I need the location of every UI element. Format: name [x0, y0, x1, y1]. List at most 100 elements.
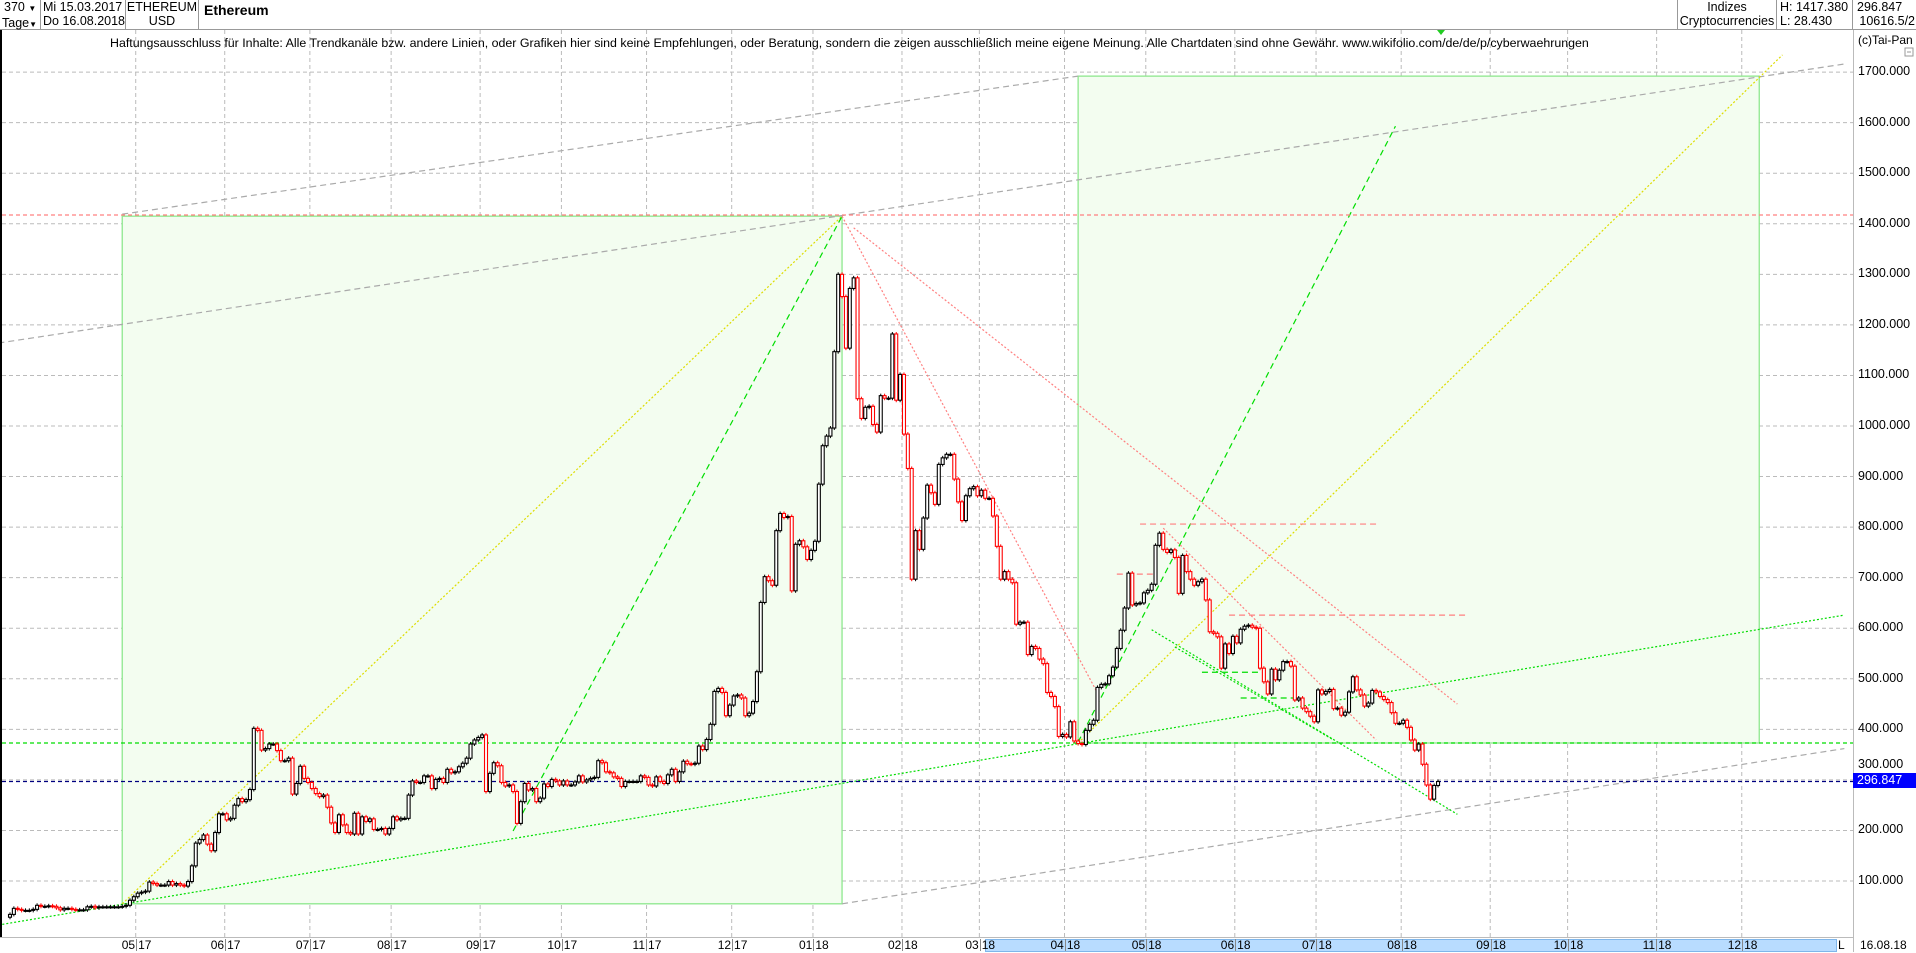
- candle: [596, 758, 601, 780]
- candle-body: [878, 395, 883, 433]
- bars-count-select[interactable]: 370 ▼ Tage▼: [0, 0, 41, 30]
- candle-body: [38, 904, 44, 907]
- tick-divider: [310, 939, 312, 951]
- candle: [480, 732, 485, 740]
- candle-body: [491, 762, 496, 774]
- candle: [600, 758, 605, 765]
- gray-channel-upper: [2, 63, 1845, 344]
- candle-body: [1424, 763, 1429, 786]
- candle: [758, 600, 763, 674]
- candle: [139, 890, 144, 896]
- candle-body: [1087, 723, 1092, 731]
- copyright-text: (c)Tai-Pan: [1858, 33, 1913, 47]
- candle-body: [1064, 733, 1069, 738]
- end-date[interactable]: Do 16.08.2018: [43, 14, 126, 28]
- candle-body: [1165, 548, 1170, 553]
- candle-body: [422, 775, 427, 783]
- chart-title: Ethereum: [204, 2, 269, 18]
- x-tick-label: 12 18: [1728, 938, 1758, 952]
- candle-body: [925, 484, 930, 519]
- candle: [909, 466, 914, 582]
- candle-body: [182, 884, 187, 887]
- candle: [940, 455, 945, 467]
- candle-body: [104, 906, 109, 909]
- tick-month: 12: [717, 938, 732, 952]
- candle: [383, 826, 388, 837]
- candle-body: [870, 405, 876, 426]
- x-tick-label: 06 18: [1221, 938, 1251, 952]
- period-unit-select[interactable]: Tage▼: [0, 16, 40, 32]
- candle: [89, 904, 94, 909]
- candle-body: [1137, 602, 1143, 605]
- x-tick-label: 05 18: [1132, 938, 1162, 952]
- candle: [305, 776, 311, 785]
- candle-body: [35, 904, 40, 910]
- candle-body: [352, 812, 357, 835]
- candle-body: [96, 906, 102, 909]
- tick-year: 17: [227, 938, 241, 952]
- candle-body: [959, 501, 965, 522]
- candle: [1087, 722, 1092, 733]
- x-tick-label: 10 17: [547, 938, 577, 952]
- candle: [1079, 741, 1085, 747]
- candle: [983, 488, 988, 501]
- candle-body: [580, 775, 585, 783]
- date-range[interactable]: Mi 15.03.2017 Do 16.08.2018: [41, 0, 126, 30]
- candle-body: [1304, 707, 1309, 713]
- candle: [449, 767, 454, 775]
- candle-body: [774, 530, 779, 586]
- candle: [414, 778, 419, 785]
- candle-body: [414, 780, 419, 783]
- candle-body: [975, 486, 980, 497]
- candle-body: [894, 333, 899, 401]
- candle-body: [325, 794, 330, 808]
- tick-month: 08: [377, 938, 391, 952]
- candle: [956, 477, 961, 504]
- candle: [1227, 641, 1232, 656]
- candle-body: [565, 780, 570, 786]
- low-value: L: 28.430: [1780, 14, 1833, 28]
- candle: [205, 833, 210, 847]
- y-tick-label: 700.000: [1858, 569, 1904, 584]
- candle: [360, 814, 365, 837]
- candle: [62, 906, 67, 912]
- candle-body: [983, 489, 988, 499]
- candle-body: [1346, 691, 1352, 713]
- l-button[interactable]: L: [1838, 938, 1845, 952]
- candle: [1149, 582, 1154, 593]
- candle: [739, 692, 744, 701]
- candle-body: [932, 492, 937, 505]
- last-price-tag: 296.847: [1853, 773, 1916, 788]
- candle-body: [1203, 578, 1208, 601]
- candle-body: [1261, 667, 1266, 683]
- candle: [530, 786, 535, 793]
- candle-body: [166, 880, 171, 886]
- candle: [1192, 577, 1197, 588]
- candle-body: [1389, 702, 1394, 714]
- candle: [654, 774, 659, 788]
- candle: [174, 881, 179, 888]
- candle: [1265, 679, 1270, 696]
- candle: [406, 793, 411, 821]
- candle: [290, 756, 295, 797]
- candle-body: [418, 781, 423, 784]
- candle-body: [1366, 702, 1371, 707]
- candle-body: [1246, 624, 1251, 627]
- candle: [565, 778, 570, 787]
- candle: [429, 773, 434, 791]
- candle: [282, 758, 287, 763]
- candle: [522, 781, 527, 804]
- candle: [1068, 719, 1073, 739]
- collapse-icon[interactable]: [1904, 47, 1914, 57]
- tick-divider: [813, 939, 815, 951]
- candle-body: [131, 896, 136, 901]
- candle-body: [1014, 582, 1019, 625]
- x-tick-label: 09 18: [1476, 938, 1506, 952]
- candle: [1242, 624, 1247, 632]
- tick-year: 17: [482, 938, 496, 952]
- candle: [561, 778, 566, 787]
- candle: [1250, 623, 1255, 630]
- start-date[interactable]: Mi 15.03.2017: [43, 0, 123, 14]
- candle: [766, 574, 771, 583]
- candle-body: [1180, 554, 1185, 594]
